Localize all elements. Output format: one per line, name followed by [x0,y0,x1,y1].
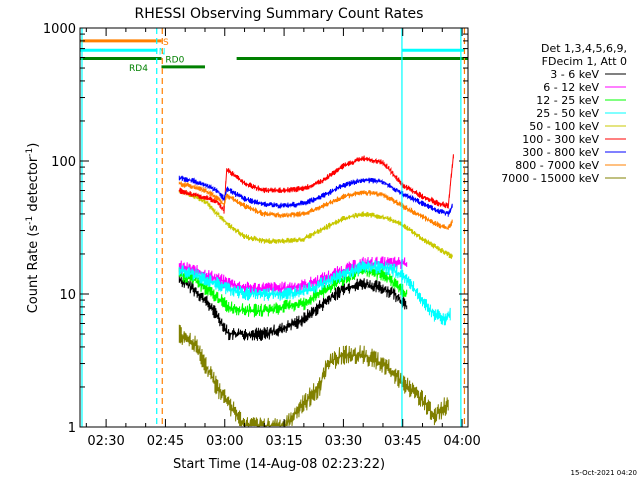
x-tick-label: 03:45 [384,434,421,449]
y-tick-label: 1000 [43,22,76,37]
legend-label-7: 800 - 7000 keV [515,159,599,172]
x-tick-label: 03:30 [325,434,362,449]
series-line-4 [178,188,453,260]
series-line-3 [178,260,451,326]
legend-label-4: 50 - 100 keV [529,120,599,133]
legend-label-6: 300 - 800 keV [522,146,599,159]
flag-label-s: S [163,38,169,48]
legend-label-5: 100 - 300 keV [522,133,599,146]
y-tick-label: 1 [68,421,76,436]
series-5 [178,154,454,214]
footer-date: 15-Oct-2021 04:20 [571,469,637,477]
axes: 02:30 02:45 03:00 03:15 03:30 03:45 04:00 1 10 10… [43,22,481,449]
chart-title: RHESSI Observing Summary Count Rates [135,6,424,22]
x-tick-label: 02:45 [147,434,184,449]
legend-label-8: 7000 - 15000 keV [501,172,599,185]
series-6 [178,175,453,217]
series-line-2 [178,264,408,318]
event-markers [81,28,466,427]
instrument-flags: SNRD0RD4 [80,38,468,74]
x-tick-label: 02:30 [87,434,124,449]
legend-label-3: 25 - 50 keV [536,107,599,120]
series-3 [178,260,451,326]
x-tick-label: 03:15 [265,434,302,449]
series-2 [178,264,408,318]
legend-header-line-2: FDecim 1, Att 0 [542,55,627,68]
series-line-0 [178,275,408,342]
series-4 [178,188,453,260]
y-axis-label: Count Rate (s-1 detector-1) [25,143,41,314]
series-line-7 [178,181,453,230]
series-0 [178,275,408,342]
y-tick-label: 100 [51,155,76,170]
series-line-8 [178,324,449,428]
series-layer [178,154,454,428]
series-7 [178,181,453,230]
series-8 [178,324,449,428]
flag-label-rd4: RD4 [129,64,148,74]
flag-label-rd0: RD0 [165,55,184,65]
legend-header-line-1: Det 1,3,4,5,6,9, [541,42,627,55]
plot-frame [79,27,469,428]
x-tick-label: 03:00 [206,434,243,449]
legend-label-1: 6 - 12 keV [543,81,599,94]
legend-label-0: 3 - 6 keV [550,68,599,81]
x-axis-label: Start Time (14-Aug-08 02:23:22) [173,457,385,472]
legend-label-2: 12 - 25 keV [536,94,599,107]
series-line-5 [178,154,454,214]
x-tick-label: 04:00 [443,434,480,449]
legend: Det 1,3,4,5,6,9, FDecim 1, Att 0 3 - 6 k… [501,42,627,185]
y-tick-label: 10 [59,288,76,303]
series-line-6 [178,175,453,217]
